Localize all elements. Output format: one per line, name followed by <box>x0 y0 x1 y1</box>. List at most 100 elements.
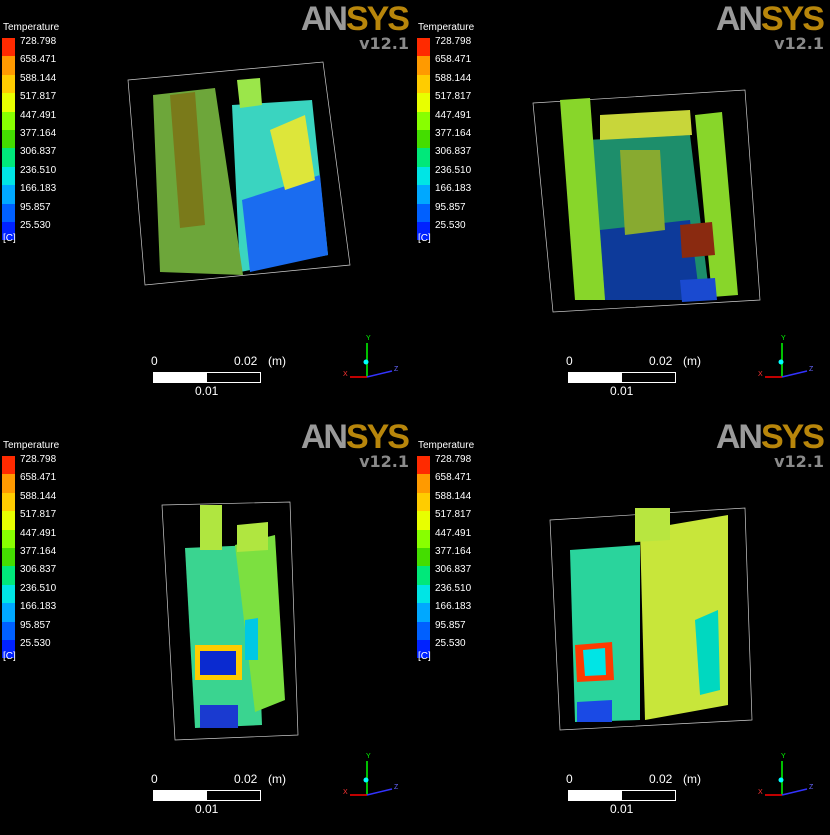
model-render[interactable] <box>0 418 415 835</box>
legend-swatch <box>2 74 15 94</box>
legend-swatch <box>417 474 430 493</box>
legend-value: 306.837 <box>435 146 472 158</box>
axis-z: Z <box>809 366 814 373</box>
scale-mid: 0.01 <box>195 802 219 816</box>
legend-swatch <box>2 38 15 57</box>
legend-swatch <box>417 111 430 130</box>
legend-value: 236.510 <box>435 582 472 594</box>
axis-x: X <box>343 789 348 796</box>
legend-value: 658.471 <box>20 54 57 66</box>
model-render[interactable] <box>0 0 415 417</box>
legend-swatch <box>417 492 430 512</box>
axis-y: Y <box>781 335 786 342</box>
legend-swatch <box>2 548 15 567</box>
legend-title: Temperature <box>418 22 475 33</box>
legend-value: 728.798 <box>435 36 472 47</box>
viewport-panel-2[interactable]: Temperature 728.798 658.471 588.144 517.817… <box>415 0 830 417</box>
legend-value: 588.144 <box>435 490 472 502</box>
legend-value: 447.491 <box>20 527 57 539</box>
legend-unit: [C] <box>3 651 16 662</box>
legend-value: 447.491 <box>435 109 472 121</box>
logo-sys: SYS <box>760 0 825 38</box>
legend-swatch <box>417 511 430 530</box>
legend-swatch <box>2 203 15 222</box>
scale-unit: (m) <box>683 772 701 786</box>
logo-sys: SYS <box>345 418 410 456</box>
legend-swatch <box>2 222 15 241</box>
legend-swatch <box>2 529 15 548</box>
logo-an: AN <box>715 0 763 38</box>
legend-value: 728.798 <box>435 454 472 465</box>
viewport-panel-4[interactable]: Temperature 728.798 658.471 588.144 517.817… <box>415 418 830 835</box>
axis-x: X <box>343 371 348 378</box>
scale-unit: (m) <box>683 354 701 368</box>
legend-swatch <box>2 566 15 585</box>
legend-value: 728.798 <box>20 454 57 465</box>
legend-swatch <box>417 148 430 167</box>
axis-z: Z <box>394 366 399 373</box>
legend-swatch <box>417 621 430 640</box>
triad-axes[interactable]: Y X Z <box>755 333 815 383</box>
legend-value: 447.491 <box>435 527 472 539</box>
logo-an: AN <box>300 0 348 38</box>
legend-swatch <box>417 584 430 604</box>
legend-title: Temperature <box>3 440 60 451</box>
legend-value: 447.491 <box>20 109 57 121</box>
model-render[interactable] <box>415 418 830 835</box>
scale-unit: (m) <box>268 772 286 786</box>
legend-swatch <box>2 185 15 204</box>
scale-mid: 0.01 <box>610 384 634 398</box>
scale-mid: 0.01 <box>195 384 219 398</box>
axis-z: Z <box>809 784 814 791</box>
legend-swatch <box>417 130 430 149</box>
scale-max: 0.02 <box>649 772 673 786</box>
legend-swatch <box>417 566 430 585</box>
logo-an: AN <box>300 418 348 456</box>
legend-swatch <box>417 203 430 222</box>
triad-axes[interactable]: Y X Z <box>340 333 400 383</box>
legend-title: Temperature <box>3 22 60 33</box>
triad-axes[interactable]: Y X Z <box>755 751 815 801</box>
logo-an: AN <box>715 418 763 456</box>
axis-y: Y <box>366 335 371 342</box>
legend-value: 377.164 <box>435 546 472 557</box>
scale-zero: 0 <box>151 772 158 786</box>
legend-value: 25.530 <box>435 638 466 649</box>
axis-z: Z <box>394 784 399 791</box>
viewport-panel-1[interactable]: Temperature 728.798 658.471 588.144 517.817… <box>0 0 415 417</box>
legend-swatch <box>417 74 430 94</box>
legend-swatch <box>2 130 15 149</box>
legend-value: 517.817 <box>435 509 472 521</box>
legend-swatch <box>2 584 15 604</box>
legend-value: 728.798 <box>20 36 57 47</box>
legend-value: 658.471 <box>20 472 57 484</box>
legend-swatch <box>2 111 15 130</box>
legend-value: 166.183 <box>435 601 472 613</box>
scale-max: 0.02 <box>649 354 673 368</box>
viewport-panel-3[interactable]: Temperature 728.798 658.471 588.144 517.817… <box>0 418 415 835</box>
legend-swatch <box>2 603 15 622</box>
legend-value: 25.530 <box>20 220 51 231</box>
legend-swatch <box>417 603 430 622</box>
version-label: v12.1 <box>359 452 409 471</box>
model-render[interactable] <box>415 0 830 417</box>
legend-value: 166.183 <box>435 183 472 195</box>
legend-swatch <box>2 640 15 659</box>
scale-zero: 0 <box>151 354 158 368</box>
legend-value: 588.144 <box>435 72 472 84</box>
legend-value: 236.510 <box>20 582 57 594</box>
legend-swatch <box>2 456 15 475</box>
scale-max: 0.02 <box>234 772 258 786</box>
scale-bar <box>153 790 261 801</box>
scale-bar <box>568 372 676 383</box>
scale-bar <box>568 790 676 801</box>
legend-swatch <box>417 222 430 241</box>
version-label: v12.1 <box>774 452 824 471</box>
triad-axes[interactable]: Y X Z <box>340 751 400 801</box>
legend-value: 517.817 <box>20 91 57 103</box>
axis-x: X <box>758 371 763 378</box>
legend-value: 306.837 <box>20 146 57 158</box>
legend-swatch <box>417 93 430 112</box>
legend-value: 95.857 <box>435 201 466 213</box>
legend-unit: [C] <box>418 233 431 244</box>
